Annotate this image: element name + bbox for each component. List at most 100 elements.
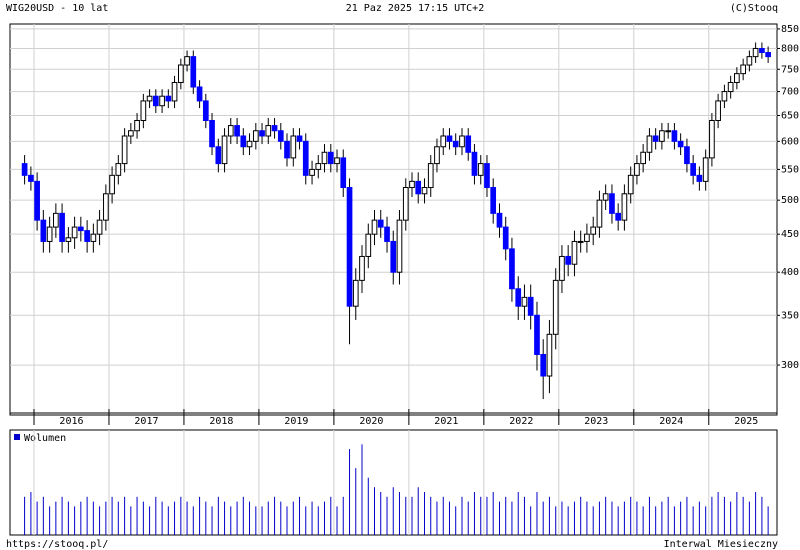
candle-body [109, 174, 115, 195]
candle-body [259, 130, 265, 137]
candle-body [59, 212, 65, 242]
candle-body [227, 125, 234, 137]
y-tick-label: 350 [781, 310, 799, 321]
candle-body [734, 73, 740, 83]
candle-body [315, 163, 322, 170]
y-tick-label: 550 [781, 164, 799, 175]
candle-body [396, 219, 403, 273]
x-tick-label: 2023 [584, 416, 608, 427]
candle-body [21, 163, 28, 176]
chart-date: 21 Paz 2025 17:15 UTC+2 [346, 3, 484, 14]
candle-body [296, 135, 303, 142]
y-tick-label: 800 [781, 43, 799, 54]
candle-body [277, 130, 284, 142]
candle-body [103, 193, 109, 221]
candle-body [53, 212, 59, 228]
footer-link[interactable]: https://stooq.pl/ [6, 539, 108, 550]
candle-body [527, 296, 534, 316]
x-tick-label: 2019 [284, 416, 308, 427]
candle-body [684, 146, 690, 165]
candle-body [321, 151, 328, 165]
candle-body [546, 333, 553, 377]
candle-body [115, 163, 122, 176]
candle-body [221, 135, 228, 165]
candle-body [415, 180, 422, 195]
candle-body [690, 163, 696, 176]
candle-body [215, 146, 222, 165]
x-tick-label: 2020 [359, 416, 383, 427]
candle-body [746, 56, 753, 66]
candle-body [521, 296, 528, 307]
candle-body [40, 219, 47, 242]
candle-body [752, 47, 759, 58]
candle-body [90, 233, 97, 242]
interval: Interwal Miesieczny [664, 539, 778, 550]
candle-body [302, 140, 309, 176]
candle-body [665, 130, 672, 133]
candle-body [534, 314, 540, 355]
candle-body [165, 95, 172, 102]
x-tick-label: 2025 [734, 416, 758, 427]
candle-body [596, 199, 603, 228]
candle-body [359, 255, 365, 281]
candle-body [265, 125, 272, 137]
candle-body [390, 240, 397, 273]
candle-body [452, 140, 459, 148]
candle-body [465, 135, 472, 153]
candle-body [421, 187, 428, 195]
candle-body [402, 187, 409, 221]
candle-body [127, 130, 134, 137]
y-tick-label: 400 [781, 267, 799, 278]
candle-body [652, 135, 659, 142]
candle-body [446, 135, 453, 142]
candle-body [334, 157, 340, 165]
candle-body [571, 240, 578, 265]
candle-body [702, 157, 709, 182]
candle-body [371, 219, 378, 235]
candle-body [677, 140, 684, 148]
x-tick-label: 2021 [434, 416, 458, 427]
candle-body [627, 174, 634, 195]
candle-body [709, 119, 715, 159]
candle-body [134, 119, 140, 132]
x-tick-label: 2024 [659, 416, 683, 427]
candle-body [252, 130, 259, 142]
candle-body [84, 230, 90, 242]
price-frame [9, 23, 778, 416]
candle-body [502, 226, 509, 250]
candle-body [484, 163, 490, 189]
candle-body [121, 135, 128, 165]
candle-body [765, 52, 771, 58]
candle-body [565, 255, 572, 265]
candle-body [190, 56, 197, 88]
candle-body [271, 125, 278, 132]
candle-body [240, 135, 247, 148]
candle-body [96, 219, 103, 235]
y-tick-label: 500 [781, 195, 799, 206]
candle-body [140, 100, 147, 121]
candle-body [427, 163, 434, 189]
candle-body [352, 279, 359, 307]
candle-body [171, 81, 178, 102]
candle-body [65, 237, 72, 242]
candle-body [434, 146, 440, 165]
candle-body [715, 100, 721, 121]
candle-body [327, 151, 334, 165]
y-tick-label: 300 [781, 360, 799, 371]
candle-body [290, 135, 297, 159]
candle-body [346, 187, 353, 307]
x-tick-label: 2022 [509, 416, 533, 427]
candle-body [234, 125, 240, 137]
candle-body [159, 95, 165, 107]
x-tick-label: 2017 [134, 416, 158, 427]
candle-body [646, 135, 653, 153]
candle-body [309, 168, 315, 176]
candle-body [740, 64, 747, 75]
candle-body [609, 193, 615, 214]
candle-body [246, 140, 253, 148]
candle-body [440, 135, 447, 148]
candle-body [659, 130, 665, 142]
y-tick-label: 850 [781, 24, 799, 35]
